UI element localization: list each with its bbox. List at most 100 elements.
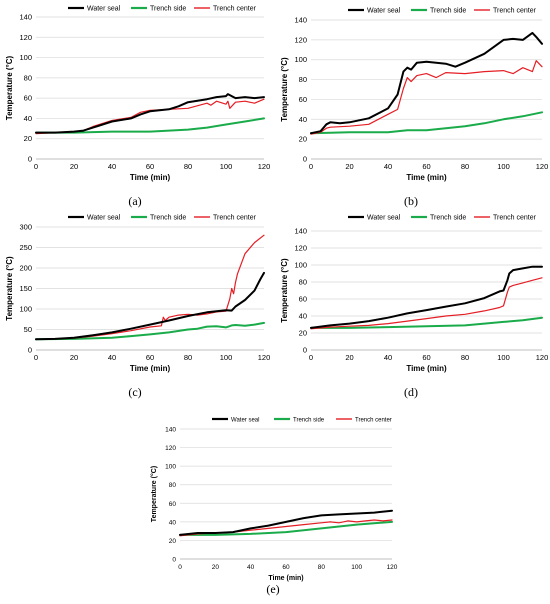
y-tick-label: 140 [294, 227, 307, 236]
panel-label-b: (b) [404, 194, 418, 208]
panel-label-e: (e) [266, 582, 280, 596]
x-tick-label: 120 [536, 353, 549, 362]
y-tick-label: 20 [169, 538, 177, 545]
x-axis-label: Time (min) [406, 364, 447, 373]
y-tick-label: 140 [19, 13, 32, 22]
panel-label-a: (a) [128, 194, 142, 208]
x-tick-label: 0 [309, 162, 313, 171]
x-tick-label: 80 [461, 353, 469, 362]
series-line-trench-side [310, 316, 543, 329]
chart-panel-e: 0 20 40 60 80 100 120 140 0 20 40 60 80 100 120 Time (m… [150, 418, 398, 583]
y-tick-label: 120 [294, 244, 307, 253]
legend-label-trench-center: Trench center [493, 8, 537, 15]
series-line-trench-center [35, 234, 265, 340]
y-tick-label: 150 [19, 284, 32, 293]
x-tick-label: 80 [461, 162, 469, 171]
series-line-trench-center [35, 98, 265, 135]
x-tick-label: 20 [345, 162, 353, 171]
series-line-trench-side [310, 111, 543, 135]
x-axis-label: Time (min) [130, 173, 171, 182]
x-tick-label: 80 [318, 564, 326, 571]
y-tick-label: 20 [299, 135, 307, 144]
x-tick-label: 0 [178, 564, 182, 571]
x-tick-label: 80 [184, 353, 192, 362]
y-tick-label: 80 [169, 482, 177, 489]
x-tick-label: 60 [146, 162, 154, 171]
x-tick-label: 120 [536, 162, 549, 171]
legend-label-water-seal: Water seal [367, 215, 401, 222]
y-tick-label: 80 [299, 278, 307, 287]
x-tick-label: 120 [258, 353, 271, 362]
x-tick-label: 60 [422, 353, 430, 362]
series-line-water-seal [35, 271, 265, 341]
x-tick-label: 20 [345, 353, 353, 362]
y-tick-label: 60 [299, 295, 307, 304]
chart-panel-c: 0 50 100 150 200 250 300 0 20 40 60 80 100 120 Time (m… [5, 215, 270, 374]
x-tick-label: 40 [247, 564, 255, 571]
legend-label-trench-side: Trench side [150, 215, 186, 222]
y-axis-label: Temperature (°C) [5, 256, 14, 321]
x-tick-label: 40 [384, 353, 392, 362]
y-tick-label: 80 [24, 73, 32, 82]
series-line-trench-center [310, 277, 543, 330]
y-tick-label: 100 [165, 464, 176, 471]
y-tick-label: 60 [169, 501, 177, 508]
y-tick-label: 40 [169, 519, 177, 526]
y-tick-label: 250 [19, 243, 32, 252]
y-axis-label: Temperature (°C) [150, 466, 158, 522]
y-tick-label: 0 [303, 155, 307, 164]
y-tick-label: 100 [19, 305, 32, 314]
y-tick-label: 40 [24, 114, 32, 123]
y-tick-label: 80 [299, 75, 307, 84]
y-tick-label: 40 [299, 312, 307, 321]
series-line-water-seal [310, 265, 543, 329]
y-tick-label: 0 [28, 155, 32, 164]
legend-label-trench-side: Trench side [430, 8, 466, 15]
panel-label-c: (c) [128, 385, 142, 399]
y-tick-label: 100 [19, 53, 32, 62]
series-line-water-seal [35, 93, 265, 134]
y-axis-label: Temperature (°C) [280, 57, 289, 122]
series-line-trench-side [35, 117, 265, 134]
panel-label-d: (d) [404, 385, 418, 399]
x-tick-label: 40 [108, 353, 116, 362]
x-axis-label: Time (min) [130, 364, 171, 373]
legend-label-trench-side: Trench side [293, 418, 325, 424]
series-line-trench-side [35, 321, 265, 341]
x-tick-label: 40 [384, 162, 392, 171]
y-tick-label: 200 [19, 264, 32, 273]
x-tick-label: 40 [108, 162, 116, 171]
x-tick-label: 0 [309, 353, 313, 362]
legend-label-trench-side: Trench side [150, 6, 186, 13]
y-tick-label: 20 [299, 329, 307, 338]
y-tick-label: 60 [299, 95, 307, 104]
chart-panel-d: 0 20 40 60 80 100 120 140 0 20 40 60 80 100 120 Time (m… [280, 215, 548, 374]
x-tick-label: 0 [34, 353, 38, 362]
y-tick-label: 140 [165, 427, 176, 434]
y-tick-label: 140 [294, 16, 307, 25]
x-axis-label: Time (min) [268, 575, 303, 582]
y-tick-label: 100 [294, 55, 307, 64]
y-tick-label: 120 [165, 445, 176, 452]
legend-label-water-seal: Water seal [87, 215, 121, 222]
series-line-water-seal [179, 509, 393, 536]
y-tick-label: 50 [24, 325, 32, 334]
x-tick-label: 80 [184, 162, 192, 171]
y-tick-label: 300 [19, 223, 32, 232]
x-tick-label: 60 [422, 162, 430, 171]
y-tick-label: 60 [24, 94, 32, 103]
x-tick-label: 20 [70, 353, 78, 362]
x-tick-label: 100 [220, 162, 233, 171]
legend-label-water-seal: Water seal [87, 6, 121, 13]
legend-label-trench-center: Trench center [493, 215, 537, 222]
legend-label-water-seal: Water seal [231, 418, 259, 424]
chart-panel-a: 0 20 40 60 80 100 120 140 0 20 40 60 80 100 120 Time (m… [5, 6, 270, 183]
y-tick-label: 100 [294, 261, 307, 270]
x-tick-label: 60 [282, 564, 290, 571]
y-tick-label: 120 [19, 33, 32, 42]
y-axis-label: Temperature (°C) [280, 258, 289, 323]
x-axis-label: Time (min) [406, 173, 447, 182]
legend-label-trench-center: Trench center [213, 215, 257, 222]
